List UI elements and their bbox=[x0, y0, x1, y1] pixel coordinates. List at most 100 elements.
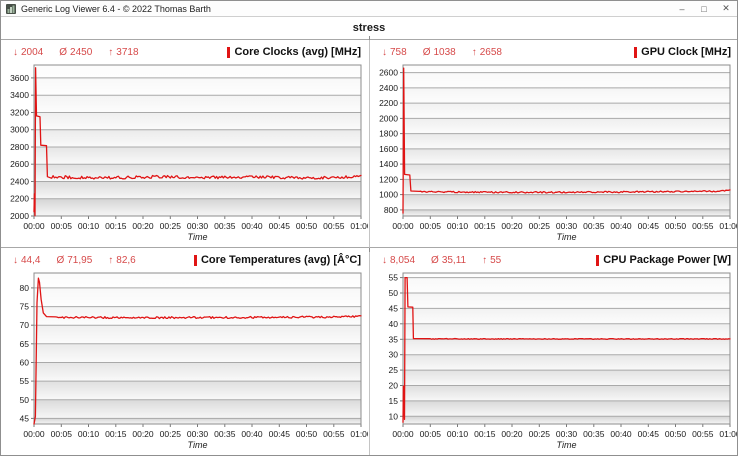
svg-text:70: 70 bbox=[20, 320, 30, 330]
svg-text:1800: 1800 bbox=[379, 129, 398, 139]
core-clocks-chart: 2000 2200 2400 2600 2800 3000 3200 3400 3600 00:0… bbox=[10, 64, 369, 242]
window-controls: – □ ✕ bbox=[671, 1, 737, 16]
svg-text:75: 75 bbox=[20, 302, 30, 312]
svg-text:1200: 1200 bbox=[379, 174, 398, 184]
svg-text:2600: 2600 bbox=[379, 68, 398, 78]
svg-text:20: 20 bbox=[389, 381, 399, 391]
svg-text:00:20: 00:20 bbox=[501, 429, 523, 439]
cpu-package-power-chart: 10 15 20 25 30 35 40 45 50 55 00:00 00:05 00:10 00:15… bbox=[389, 272, 737, 450]
svg-text:65: 65 bbox=[20, 339, 30, 349]
svg-text:Time: Time bbox=[557, 232, 577, 242]
svg-text:40: 40 bbox=[389, 319, 399, 329]
chart-title-marker bbox=[193, 254, 197, 266]
svg-text:1600: 1600 bbox=[379, 144, 398, 154]
svg-text:3000: 3000 bbox=[10, 125, 29, 135]
core-temperatures-chart: 45 50 55 60 65 70 75 80 00:00 00:05 00:10 00:15 00:2… bbox=[20, 272, 369, 450]
svg-text:2800: 2800 bbox=[10, 142, 29, 152]
svg-text:00:45: 00:45 bbox=[638, 429, 660, 439]
svg-text:01:00: 01:00 bbox=[350, 429, 368, 439]
svg-text:00:35: 00:35 bbox=[214, 429, 236, 439]
svg-text:00:30: 00:30 bbox=[187, 221, 209, 231]
chart-title-marker bbox=[596, 254, 600, 266]
svg-text:00:00: 00:00 bbox=[392, 429, 414, 439]
svg-text:00:20: 00:20 bbox=[501, 221, 523, 231]
min-arrow-icon: ↓ bbox=[13, 254, 18, 266]
svg-text:00:20: 00:20 bbox=[132, 429, 154, 439]
chart-title-marker bbox=[227, 46, 231, 58]
svg-text:2400: 2400 bbox=[379, 83, 398, 93]
svg-text:00:05: 00:05 bbox=[51, 429, 73, 439]
panel-core-clocks: ↓ 2004 Ø 2450 ↑ 3718 Core Clocks (avg) [MHz… bbox=[1, 40, 370, 248]
svg-text:00:15: 00:15 bbox=[105, 429, 127, 439]
svg-text:00:55: 00:55 bbox=[323, 221, 345, 231]
minimize-button[interactable]: – bbox=[679, 3, 685, 14]
min-value: 758 bbox=[390, 46, 407, 58]
avg-icon: Ø bbox=[56, 254, 65, 266]
svg-text:2600: 2600 bbox=[10, 159, 29, 169]
splitter-handle[interactable] bbox=[369, 36, 370, 40]
svg-text:45: 45 bbox=[20, 413, 30, 423]
svg-text:00:45: 00:45 bbox=[269, 429, 291, 439]
svg-text:00:45: 00:45 bbox=[269, 221, 291, 231]
avg-value: 35,11 bbox=[441, 254, 467, 266]
svg-text:80: 80 bbox=[20, 283, 30, 293]
svg-text:2000: 2000 bbox=[10, 211, 29, 221]
avg-icon: Ø bbox=[422, 46, 431, 58]
core-clocks-stats: ↓ 2004 Ø 2450 ↑ 3718 bbox=[13, 47, 139, 58]
panel-gpu-clock: ↓ 758 Ø 1038 ↑ 2658 GPU Clock [MHz] 800 1000… bbox=[370, 40, 737, 248]
svg-text:01:00: 01:00 bbox=[719, 221, 737, 231]
avg-icon: Ø bbox=[431, 254, 439, 266]
svg-text:00:00: 00:00 bbox=[392, 221, 414, 231]
gpu-clock-chart: 800 1000 1200 1400 1600 1800 2000 2200 2400 2600 0… bbox=[379, 64, 737, 242]
svg-text:00:40: 00:40 bbox=[241, 429, 263, 439]
svg-text:00:35: 00:35 bbox=[214, 221, 236, 231]
svg-text:2200: 2200 bbox=[379, 98, 398, 108]
splitter-handle[interactable] bbox=[369, 248, 370, 252]
svg-text:00:10: 00:10 bbox=[78, 221, 100, 231]
svg-text:00:50: 00:50 bbox=[296, 221, 318, 231]
svg-text:2400: 2400 bbox=[10, 177, 29, 187]
svg-text:00:35: 00:35 bbox=[583, 429, 605, 439]
svg-text:00:25: 00:25 bbox=[160, 429, 182, 439]
svg-text:45: 45 bbox=[389, 303, 399, 313]
svg-text:00:15: 00:15 bbox=[105, 221, 127, 231]
max-arrow-icon: ↑ bbox=[108, 46, 114, 58]
svg-text:35: 35 bbox=[389, 334, 399, 344]
svg-text:25: 25 bbox=[389, 365, 399, 375]
gpu-clock-stats: ↓ 758 Ø 1038 ↑ 2658 bbox=[382, 47, 502, 58]
titlebar: Generic Log Viewer 6.4 - © 2022 Thomas B… bbox=[1, 1, 737, 17]
svg-text:2000: 2000 bbox=[379, 113, 398, 123]
svg-text:50: 50 bbox=[389, 288, 399, 298]
max-value: 3718 bbox=[116, 46, 139, 58]
chart-grid: ↓ 2004 Ø 2450 ↑ 3718 Core Clocks (avg) [MHz… bbox=[1, 40, 737, 455]
svg-text:01:00: 01:00 bbox=[350, 221, 368, 231]
svg-text:00:55: 00:55 bbox=[692, 429, 714, 439]
profile-header: stress bbox=[1, 17, 737, 40]
svg-text:00:05: 00:05 bbox=[51, 221, 73, 231]
svg-text:00:20: 00:20 bbox=[132, 221, 154, 231]
core-clocks-title: Core Clocks (avg) [MHz] bbox=[227, 46, 361, 58]
core-temperatures-title: Core Temperatures (avg) [Â°C] bbox=[193, 254, 361, 266]
svg-text:1000: 1000 bbox=[379, 190, 398, 200]
min-value: 2004 bbox=[21, 46, 44, 58]
svg-text:00:00: 00:00 bbox=[23, 429, 45, 439]
avg-value: 1038 bbox=[433, 46, 456, 58]
max-arrow-icon: ↑ bbox=[108, 254, 114, 266]
svg-text:10: 10 bbox=[389, 411, 399, 421]
max-arrow-icon: ↑ bbox=[471, 46, 477, 58]
svg-text:00:45: 00:45 bbox=[638, 221, 660, 231]
svg-text:30: 30 bbox=[389, 350, 399, 360]
svg-text:Time: Time bbox=[557, 440, 577, 450]
maximize-button[interactable]: □ bbox=[701, 3, 707, 14]
close-button[interactable]: ✕ bbox=[722, 3, 730, 13]
svg-text:00:40: 00:40 bbox=[610, 429, 632, 439]
cpu-power-stats: ↓ 8,054 Ø 35,11 ↑ 55 bbox=[382, 255, 501, 266]
core-temperatures-stats: ↓ 44,4 Ø 71,95 ↑ 82,6 bbox=[13, 255, 136, 266]
min-arrow-icon: ↓ bbox=[13, 46, 18, 58]
avg-value: 2450 bbox=[70, 46, 93, 58]
svg-text:00:10: 00:10 bbox=[78, 429, 100, 439]
svg-text:00:50: 00:50 bbox=[296, 429, 318, 439]
avg-icon: Ø bbox=[59, 46, 68, 58]
max-arrow-icon: ↑ bbox=[482, 254, 488, 266]
